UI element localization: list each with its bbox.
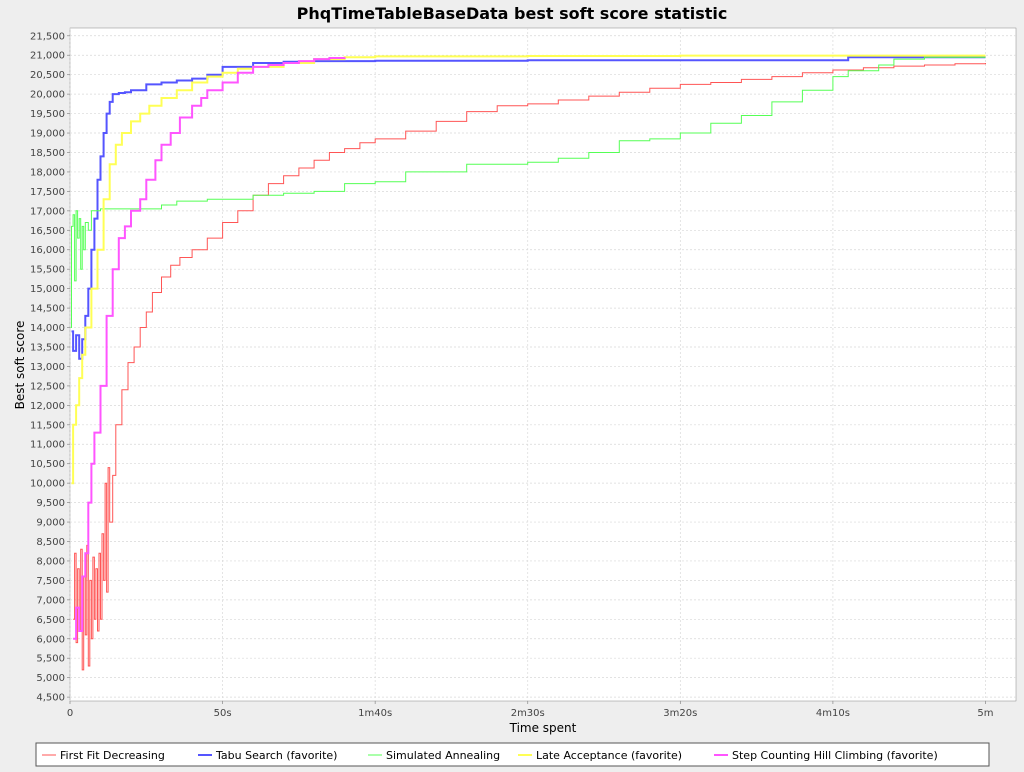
y-tick-label: 17,500 xyxy=(30,187,65,198)
legend-label-1: First Fit Decreasing xyxy=(60,749,165,762)
legend-label-5: Step Counting Hill Climbing (favorite) xyxy=(732,749,938,762)
y-tick-label: 15,000 xyxy=(30,284,65,295)
y-tick-label: 9,000 xyxy=(36,518,65,529)
x-tick-label: 50s xyxy=(214,708,232,719)
y-tick-label: 13,500 xyxy=(30,342,65,353)
legend: First Fit Decreasing Tabu Search (favorit… xyxy=(35,742,990,767)
y-tick-label: 10,000 xyxy=(30,479,65,490)
legend-label-4: Late Acceptance (favorite) xyxy=(536,749,682,762)
y-tick-label: 19,500 xyxy=(30,109,65,120)
y-tick-label: 12,000 xyxy=(30,401,65,412)
y-tick-label: 4,500 xyxy=(36,693,65,704)
legend-box xyxy=(35,742,990,767)
y-tick-label: 10,500 xyxy=(30,459,65,470)
x-tick-label: 2m30s xyxy=(511,708,545,719)
series-line-3 xyxy=(70,56,986,328)
y-tick-label: 20,000 xyxy=(30,90,65,101)
y-tick-label: 19,000 xyxy=(30,129,65,140)
series-line-4 xyxy=(71,54,986,485)
x-tick-label: 1m40s xyxy=(358,708,392,719)
y-tick-label: 15,500 xyxy=(30,265,65,276)
y-tick-label: 5,500 xyxy=(36,654,65,665)
y-tick-label: 17,000 xyxy=(30,206,65,217)
y-tick-label: 13,000 xyxy=(30,362,65,373)
y-tick-label: 16,500 xyxy=(30,226,65,237)
y-tick-label: 11,000 xyxy=(30,440,65,451)
y-tick-label: 6,000 xyxy=(36,634,65,645)
y-tick-label: 14,000 xyxy=(30,323,65,334)
series-layer xyxy=(70,54,986,671)
plot-area xyxy=(69,27,1017,702)
y-tick-label: 7,500 xyxy=(36,576,65,587)
y-tick-label: 21,000 xyxy=(30,51,65,62)
y-tick-label: 11,500 xyxy=(30,420,65,431)
x-tick-label: 3m20s xyxy=(663,708,697,719)
axis-layer: 4,500 5,000 5,500 6,000 6,500 7,000 7,500 8,000… xyxy=(30,31,994,719)
legend-label-3: Simulated Annealing xyxy=(386,749,500,762)
chart-title: PhqTimeTableBaseData best soft score sta… xyxy=(297,4,728,23)
series-line-1 xyxy=(73,63,986,671)
series-line-5 xyxy=(73,57,346,640)
y-tick-label: 7,000 xyxy=(36,595,65,606)
x-axis-label: Time spent xyxy=(509,721,577,735)
y-tick-label: 18,500 xyxy=(30,148,65,159)
y-tick-label: 12,500 xyxy=(30,381,65,392)
x-tick-label: 5m xyxy=(977,708,993,719)
y-tick-label: 5,000 xyxy=(36,673,65,684)
y-tick-label: 8,500 xyxy=(36,537,65,548)
grid-layer xyxy=(69,28,1016,701)
x-tick-label: 4m10s xyxy=(816,708,850,719)
y-tick-label: 21,500 xyxy=(30,31,65,42)
y-tick-label: 14,500 xyxy=(30,304,65,315)
y-tick-label: 20,500 xyxy=(30,70,65,81)
y-tick-label: 16,000 xyxy=(30,245,65,256)
y-tick-label: 6,500 xyxy=(36,615,65,626)
x-tick-label: 0 xyxy=(67,708,73,719)
y-tick-label: 9,500 xyxy=(36,498,65,509)
legend-label-2: Tabu Search (favorite) xyxy=(215,749,337,762)
y-axis-label: Best soft score xyxy=(13,321,27,410)
y-tick-label: 18,000 xyxy=(30,167,65,178)
y-tick-label: 8,000 xyxy=(36,556,65,567)
